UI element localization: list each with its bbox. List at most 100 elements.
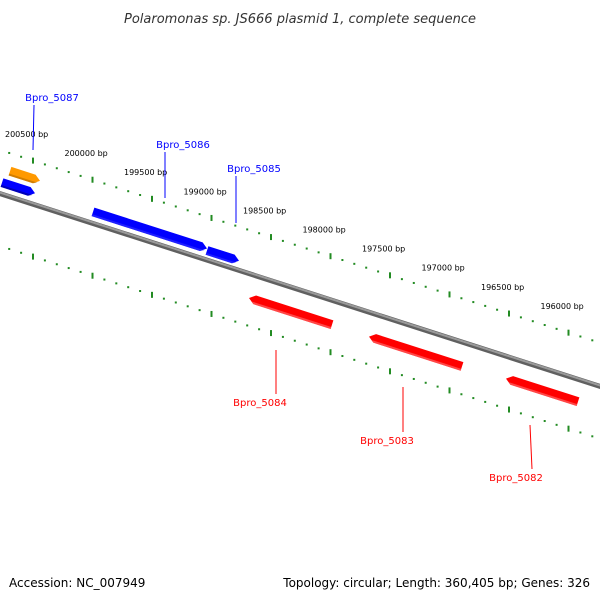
minor-tick — [460, 393, 463, 396]
minor-tick — [115, 186, 118, 189]
minor-tick — [222, 220, 225, 223]
minor-tick — [543, 324, 546, 327]
tick-label: 200000 bp — [65, 149, 108, 158]
gene-label[interactable]: Bpro_5084 — [233, 398, 287, 409]
minor-tick — [519, 412, 522, 415]
forward-tick-track — [8, 151, 594, 342]
minor-tick — [79, 174, 82, 177]
gene-bpro-5087[interactable] — [8, 166, 42, 185]
minor-tick — [127, 190, 130, 193]
minor-tick — [305, 247, 308, 250]
minor-tick — [531, 320, 534, 323]
minor-tick — [293, 339, 296, 342]
minor-tick — [43, 163, 46, 166]
minor-tick — [8, 151, 11, 154]
gene-label[interactable]: Bpro_5083 — [360, 436, 414, 447]
minor-tick — [496, 308, 499, 311]
minor-tick — [555, 423, 558, 426]
minor-tick — [139, 194, 142, 197]
minor-tick — [67, 171, 70, 174]
minor-tick — [436, 385, 439, 388]
reverse-tick-track — [8, 247, 594, 438]
minor-tick — [8, 247, 11, 250]
gene-bpro-5087-part[interactable] — [0, 178, 37, 197]
minor-tick — [20, 155, 23, 158]
minor-tick — [365, 362, 368, 365]
minor-tick — [412, 377, 415, 380]
minor-tick — [174, 205, 177, 208]
minor-tick — [258, 328, 261, 331]
minor-tick — [472, 301, 475, 304]
minor-tick — [246, 324, 249, 327]
minor-tick — [353, 358, 356, 361]
minor-tick — [555, 327, 558, 330]
minor-tick — [127, 286, 130, 289]
minor-tick — [258, 232, 261, 235]
gene-bpro-5082[interactable] — [505, 374, 580, 407]
minor-tick — [484, 400, 487, 403]
gene-label[interactable]: Bpro_5087 — [25, 93, 79, 104]
minor-tick — [305, 343, 308, 346]
minor-tick — [234, 224, 237, 227]
minor-tick — [341, 259, 344, 262]
tick-label: 199000 bp — [184, 187, 227, 196]
sequence-backbone — [0, 190, 600, 390]
minor-tick — [519, 316, 522, 319]
gene-bpro-5085[interactable] — [205, 246, 241, 265]
gene-label-leader — [529, 424, 533, 470]
minor-tick — [579, 431, 582, 434]
minor-tick — [436, 289, 439, 292]
minor-tick — [531, 416, 534, 419]
minor-tick — [222, 316, 225, 319]
minor-tick — [55, 167, 58, 170]
minor-tick — [55, 263, 58, 266]
gene-label[interactable]: Bpro_5082 — [489, 473, 543, 484]
minor-tick — [472, 397, 475, 400]
minor-tick — [377, 366, 380, 369]
gene-label[interactable]: Bpro_5086 — [156, 140, 210, 151]
tick-label: 196000 bp — [541, 302, 584, 311]
minor-tick — [43, 259, 46, 262]
minor-tick — [198, 309, 201, 312]
tick-label: 197000 bp — [422, 264, 465, 273]
tick-label: 196500 bp — [481, 283, 524, 292]
minor-tick — [79, 270, 82, 273]
gene-bpro-5083[interactable] — [368, 332, 464, 371]
tick-label: 200500 bp — [5, 130, 48, 139]
minor-tick — [424, 285, 427, 288]
tick-label: 199500 bp — [124, 168, 167, 177]
minor-tick — [281, 239, 284, 242]
gene-features: Bpro_5087 Bpro_5086 Bpro_5085 Bpro_5084 Bpro… — [0, 93, 580, 484]
minor-tick — [496, 404, 499, 407]
minor-tick — [293, 243, 296, 246]
tick-label: 198000 bp — [303, 226, 346, 235]
minor-tick — [198, 213, 201, 216]
minor-tick — [186, 305, 189, 308]
minor-tick — [484, 304, 487, 307]
minor-tick — [365, 266, 368, 269]
minor-tick — [341, 355, 344, 358]
minor-tick — [317, 251, 320, 254]
minor-tick — [591, 339, 594, 342]
tick-labels: 200500 bp 200000 bp 199500 bp 199000 bp 1985… — [5, 130, 584, 311]
minor-tick — [246, 228, 249, 231]
minor-tick — [281, 335, 284, 338]
minor-tick — [377, 270, 380, 273]
gene-bpro-5084[interactable] — [248, 294, 334, 329]
minor-tick — [174, 301, 177, 304]
gene-bpro-5086[interactable] — [91, 207, 209, 253]
minor-tick — [139, 290, 142, 293]
minor-tick — [543, 420, 546, 423]
minor-tick — [353, 262, 356, 265]
accession-label: Accession: NC_007949 — [9, 576, 145, 590]
sequence-summary: Topology: circular; Length: 360,405 bp; … — [282, 576, 590, 590]
gene-label-leader — [32, 104, 35, 151]
tick-label: 197500 bp — [362, 245, 405, 254]
minor-tick — [103, 182, 106, 185]
minor-tick — [317, 347, 320, 350]
gene-label[interactable]: Bpro_5085 — [227, 164, 281, 175]
map-title: Polaromonas sp. JS666 plasmid 1, complet… — [124, 12, 476, 27]
minor-tick — [579, 335, 582, 338]
minor-tick — [103, 278, 106, 281]
